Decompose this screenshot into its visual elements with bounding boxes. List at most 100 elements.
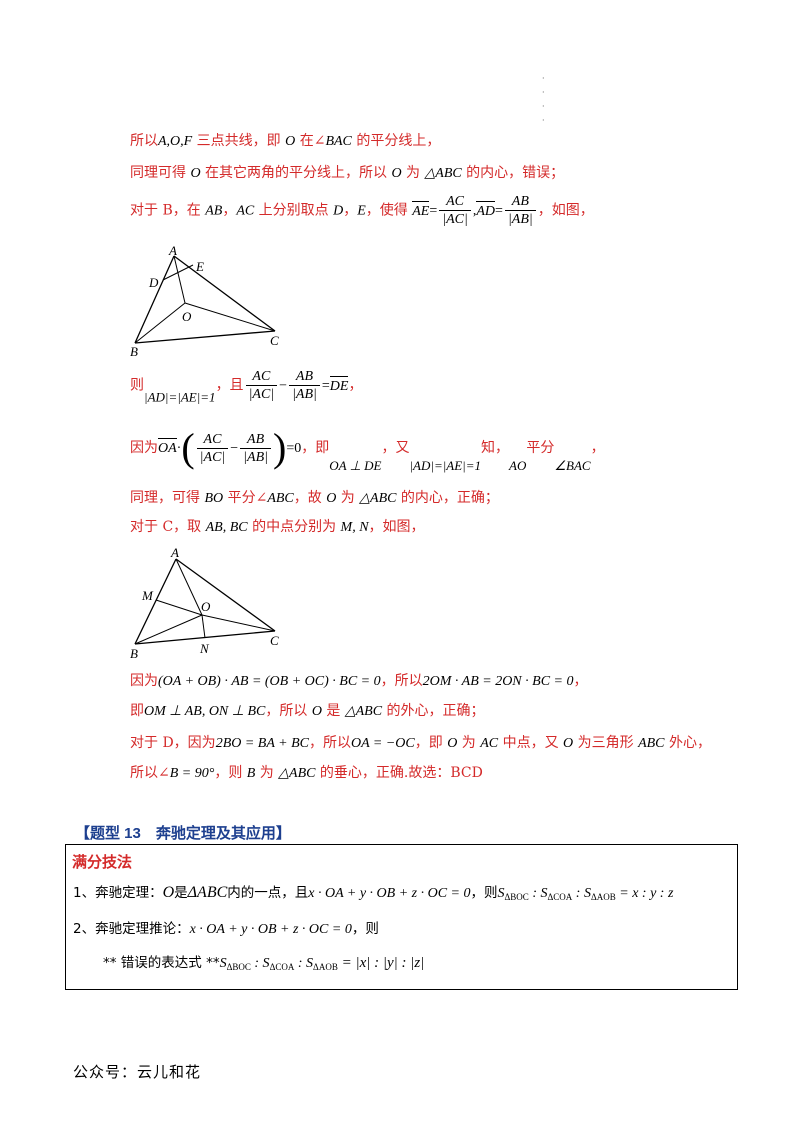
text: 的平分线上，: [351, 133, 441, 149]
label-a: A: [168, 243, 177, 258]
text: ，所以: [380, 673, 423, 689]
text: 在其它两角的平分线上，所以: [200, 165, 392, 181]
subscript: ΔBOC: [504, 892, 529, 902]
segment-bo: [134, 302, 186, 344]
text: 2、奔驰定理推论：: [73, 921, 190, 937]
math: AB: [205, 203, 223, 219]
text: ，所以: [265, 703, 312, 719]
math: S: [497, 886, 505, 901]
text-line-2: 同理可得 O 在其它两角的平分线上，所以 O 为 △ABC 的内心，错误；: [130, 163, 564, 184]
numerator: AC: [245, 368, 278, 386]
text: 的内心，错误；: [461, 165, 565, 181]
box-line-1: 1、奔驰定理：O是ΔABC内的一点，且x · OA + y · OB + z ·…: [73, 881, 673, 902]
denominator: |AC|: [442, 212, 468, 227]
label-b: B: [130, 344, 138, 359]
math: : S: [250, 956, 270, 971]
math: M, N: [340, 520, 369, 535]
text-line-7: 对于 C，取 AB, BC 的中点分别为 M, N，如图，: [130, 517, 425, 538]
denominator: |AB|: [243, 449, 268, 465]
math: 2BO = BA + BC: [215, 736, 309, 751]
operator: =: [321, 378, 330, 394]
text: 为: [336, 490, 360, 506]
numerator: AB: [504, 193, 536, 211]
text: ，如图，: [368, 519, 425, 535]
text: 平分∠: [223, 490, 268, 506]
label-c: C: [270, 633, 279, 648]
text-line-9: 即OM ⊥ AB, ON ⊥ BC，所以 O 是 △ABC 的外心，正确；: [130, 701, 485, 722]
math: B: [246, 766, 256, 781]
technique-box: 满分技法 1、奔驰定理：O是ΔABC内的一点，且x · OA + y · OB …: [65, 844, 738, 990]
side-ac: [175, 558, 276, 632]
label-d: D: [148, 275, 159, 290]
text-line-4: 则|AD|=|AE|=1，且 AC |AC| − AB |AB| =DE，: [130, 368, 362, 408]
math: △ABC: [278, 766, 316, 781]
label-c: C: [270, 333, 279, 348]
label-m: M: [141, 588, 154, 603]
math: △ABC: [359, 491, 397, 506]
math: x · OA + y · OB + z · OC = 0: [308, 886, 471, 901]
text: 知，: [481, 440, 510, 456]
text: 的中点分别为: [247, 519, 341, 535]
section-heading: 【题型 13 奔驰定理及其应用】: [75, 825, 291, 842]
numerator: AB: [289, 368, 320, 386]
text: 是: [174, 885, 188, 901]
segment-on: [201, 614, 206, 639]
subscript: ΔAOB: [590, 892, 616, 902]
text: 同理，可得: [130, 490, 205, 506]
triangle-figure-2: A M O N B C: [130, 545, 279, 661]
denominator: |AB|: [292, 387, 317, 402]
text-line-3: 对于 B，在 AB，AC 上分别取点 D，E，使得 AE= AC |AC| ,AD= A…: [130, 193, 594, 228]
math: O: [162, 884, 175, 901]
math: D: [333, 203, 344, 219]
math: O: [563, 736, 574, 751]
text: ，使得: [365, 202, 413, 219]
paren-open: (: [181, 425, 195, 470]
math: AC: [236, 203, 255, 219]
text: 所以∠: [130, 765, 170, 781]
side-bc: [134, 330, 276, 344]
text: ，故: [293, 490, 327, 506]
numerator: AC: [439, 193, 471, 211]
text: 为: [457, 735, 481, 751]
math: x · OA + y · OB + z · OC = 0: [189, 922, 352, 937]
text-line-11: 所以∠B = 90°，则 B 为 △ABC 的垂心，正确.故选：BCD: [130, 763, 483, 784]
footer-wechat: 公众号：云儿和花: [73, 1063, 202, 1081]
operator: ·: [176, 441, 182, 456]
math: △ABC: [344, 704, 383, 719]
label-a: A: [170, 545, 179, 560]
label-e: E: [195, 259, 204, 274]
math: S: [219, 956, 227, 971]
fraction: AC |AC|: [196, 431, 229, 466]
segment-co: [184, 302, 276, 332]
label-b: B: [130, 646, 138, 661]
math: |AD|=|AE|=1: [409, 458, 482, 473]
text: ，则: [470, 885, 498, 901]
label-n: N: [199, 641, 210, 656]
side-ac: [173, 255, 276, 332]
subscript: ΔCOA: [547, 892, 573, 902]
math: O: [190, 166, 201, 181]
operator: −: [279, 378, 288, 394]
text: 因为: [130, 440, 158, 456]
math: BO: [204, 491, 224, 506]
fraction: AB |AB|: [240, 431, 271, 466]
text: ，如图，: [537, 202, 594, 219]
math: A,O,F: [158, 134, 193, 149]
segment-bo: [134, 614, 203, 645]
math: OM ⊥ AB, ON ⊥ BC: [144, 704, 266, 719]
text: 中点，又: [498, 735, 564, 751]
text-line-8: 因为(OA + OB) · AB = (OB + OC) · BC = 0，所以…: [130, 671, 587, 692]
text: 对于 B，在: [130, 202, 206, 219]
triangle-figure-1: A D E O B C: [130, 243, 279, 359]
math: = |x| : |y| : |z|: [337, 955, 425, 971]
text: ，: [590, 440, 605, 456]
text: 三点共线，即: [192, 133, 286, 149]
subscript: ΔBOC: [226, 962, 251, 972]
segment-co: [201, 614, 276, 632]
math: 2OM · AB = 2ON · BC = 0: [422, 674, 574, 689]
math: AC: [480, 736, 499, 751]
denominator: |AC|: [248, 387, 275, 402]
math: ABC: [638, 736, 665, 751]
math: : S: [294, 956, 314, 971]
